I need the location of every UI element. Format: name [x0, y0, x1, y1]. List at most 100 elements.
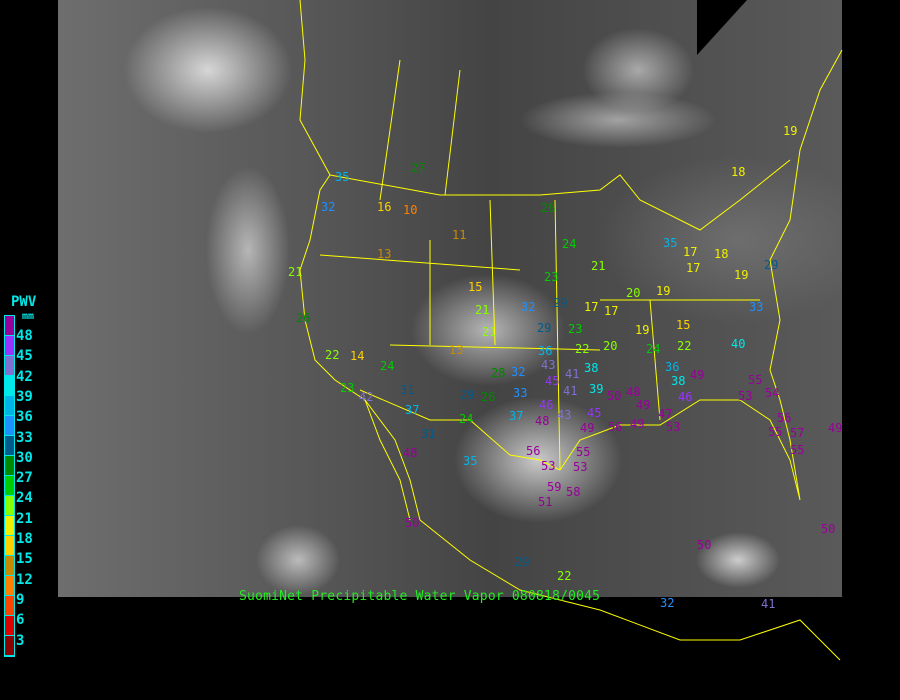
- mexico-coastline: [419, 519, 841, 661]
- station-pwv-value: 29: [764, 258, 779, 272]
- mexico-border: [359, 389, 561, 471]
- station-pwv-value: 32: [521, 300, 536, 314]
- station-pwv-value: 49: [630, 417, 645, 431]
- station-pwv-value: 58: [566, 485, 581, 499]
- province-line: [444, 69, 461, 196]
- legend-swatch: [5, 416, 14, 436]
- station-pwv-value: 18: [714, 247, 729, 261]
- station-pwv-value: 29: [537, 321, 552, 335]
- station-pwv-value: 56: [777, 411, 792, 425]
- station-pwv-value: 37: [509, 409, 524, 423]
- station-pwv-value: 29: [460, 388, 475, 402]
- station-pwv-value: 50: [405, 516, 420, 530]
- station-pwv-value: 35: [463, 454, 478, 468]
- station-pwv-value: 36: [665, 360, 680, 374]
- station-pwv-value: 49: [636, 398, 651, 412]
- station-pwv-value: 17: [683, 245, 698, 259]
- station-pwv-value: 24: [380, 359, 395, 373]
- legend-tick-label: 45: [16, 348, 33, 365]
- baja-coastline: [364, 399, 411, 521]
- station-pwv-value: 22: [677, 339, 692, 353]
- image-caption: SuomiNet Precipitable Water Vapor 080818…: [239, 589, 601, 604]
- station-pwv-value: 14: [350, 349, 365, 363]
- station-pwv-value: 41: [565, 367, 580, 381]
- station-pwv-value: 24: [562, 237, 577, 251]
- legend-tick-label: 21: [16, 510, 33, 527]
- station-pwv-value: 19: [783, 124, 798, 138]
- station-pwv-value: 29: [515, 555, 530, 569]
- station-pwv-value: 49: [690, 368, 705, 382]
- station-pwv-value: 19: [656, 284, 671, 298]
- station-pwv-value: 32: [511, 365, 526, 379]
- legend-swatch: [5, 456, 14, 476]
- legend-tick-label: 24: [16, 490, 33, 507]
- legend-tick-label: 3: [16, 632, 25, 649]
- legend-tick-label: 27: [16, 470, 33, 487]
- legend-swatch: [5, 436, 14, 456]
- state-line: [319, 254, 521, 271]
- station-pwv-value: 19: [734, 268, 749, 282]
- station-pwv-value: 21: [475, 303, 490, 317]
- station-pwv-value: 47: [658, 407, 673, 421]
- station-pwv-value: 31: [421, 427, 436, 441]
- legend-unit: mm: [22, 311, 35, 322]
- station-pwv-value: 15: [468, 280, 483, 294]
- legend-swatch: [5, 356, 14, 376]
- station-pwv-value: 23: [568, 322, 583, 336]
- station-pwv-value: 53: [738, 389, 753, 403]
- station-pwv-value: 18: [731, 165, 746, 179]
- station-pwv-value: 32: [660, 596, 675, 610]
- station-pwv-value: 53: [541, 459, 556, 473]
- station-pwv-value: 35: [335, 170, 350, 184]
- station-pwv-value: 10: [403, 203, 418, 217]
- station-pwv-value: 48: [403, 446, 418, 460]
- legend-swatch: [5, 496, 14, 516]
- station-pwv-value: 48: [535, 414, 550, 428]
- station-pwv-value: 27: [411, 161, 426, 175]
- legend-swatch: [5, 596, 14, 616]
- station-pwv-value: 23: [340, 381, 355, 395]
- station-pwv-value: 17: [686, 261, 701, 275]
- station-pwv-value: 21: [288, 265, 303, 279]
- state-line: [389, 344, 601, 351]
- station-pwv-value: 38: [584, 361, 599, 375]
- station-pwv-value: 57: [790, 426, 805, 440]
- legend-swatch: [5, 376, 14, 396]
- station-pwv-value: 22: [325, 348, 340, 362]
- station-pwv-value: 28: [491, 366, 506, 380]
- legend-swatch: [5, 476, 14, 496]
- station-pwv-value: 45: [587, 406, 602, 420]
- station-pwv-value: 41: [563, 384, 578, 398]
- province-line: [379, 59, 401, 201]
- station-pwv-value: 50: [821, 522, 836, 536]
- legend-tick-label: 48: [16, 328, 33, 344]
- legend-tick-label: 30: [16, 449, 33, 466]
- station-pwv-value: 48: [626, 385, 641, 399]
- station-pwv-value: 20: [626, 286, 641, 300]
- station-pwv-value: 55: [768, 425, 783, 439]
- legend-tick-label: 18: [16, 531, 33, 547]
- station-pwv-value: 59: [547, 480, 562, 494]
- station-pwv-value: 32: [321, 200, 336, 214]
- station-pwv-value: 21: [591, 259, 606, 273]
- legend-title: PWV: [11, 294, 37, 310]
- legend-swatch: [5, 316, 14, 336]
- station-pwv-value: 39: [589, 382, 604, 396]
- legend-tick-label: 6: [16, 612, 25, 629]
- legend-tick-label: 42: [16, 368, 33, 385]
- station-pwv-value: 56: [608, 420, 623, 434]
- station-pwv-value: 42: [359, 390, 374, 404]
- station-pwv-value: 55: [748, 373, 763, 387]
- station-pwv-value: 40: [731, 337, 746, 351]
- legend-swatch: [5, 556, 14, 576]
- state-line: [554, 199, 561, 471]
- station-pwv-value: 41: [761, 597, 776, 611]
- station-pwv-value: 33: [513, 386, 528, 400]
- legend-swatch: [5, 396, 14, 416]
- station-pwv-value: 17: [604, 304, 619, 318]
- station-pwv-value: 19: [635, 323, 650, 337]
- station-pwv-value: 21: [482, 325, 497, 339]
- state-line: [649, 299, 661, 421]
- station-pwv-value: 56: [526, 444, 541, 458]
